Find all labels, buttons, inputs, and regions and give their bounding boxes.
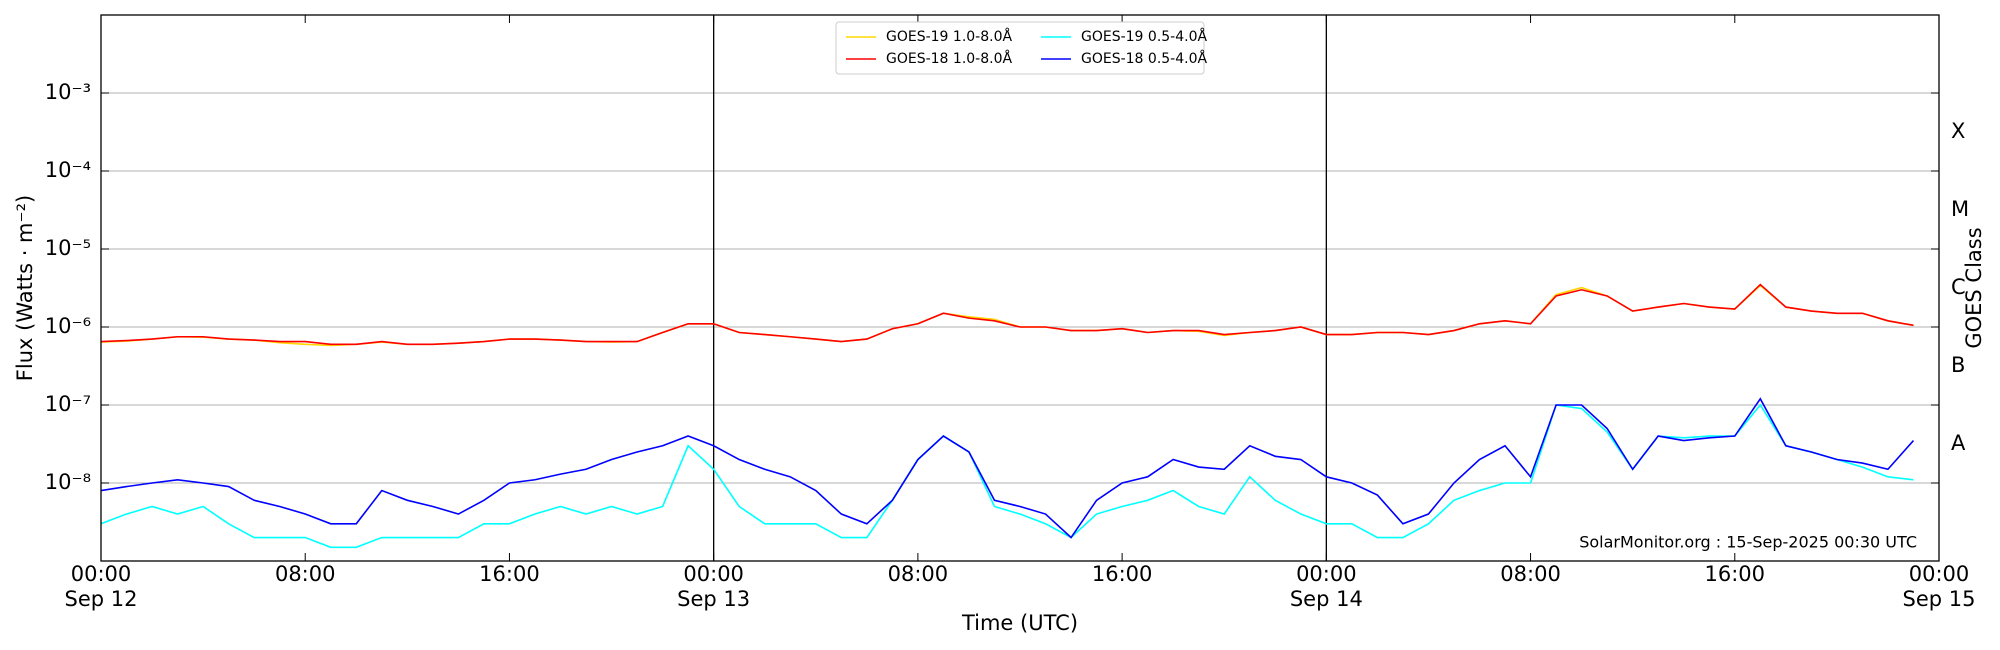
x-tick-label: 08:00 — [275, 562, 336, 586]
x-tick-label: 16:00 — [479, 562, 540, 586]
y-tick-label: 10⁻⁷ — [45, 392, 91, 416]
legend-label: GOES-19 0.5-4.0Å — [1081, 28, 1207, 45]
x-tick-label: 08:00 — [1500, 562, 1561, 586]
x-tick-label: 00:00 — [1296, 562, 1357, 586]
legend-label: GOES-18 0.5-4.0Å — [1081, 50, 1207, 67]
legend-label: GOES-19 1.0-8.0Å — [886, 28, 1012, 45]
annotation: SolarMonitor.org : 15-Sep-2025 00:30 UTC — [1579, 533, 1917, 552]
day-label: Sep 14 — [1290, 587, 1363, 611]
class-label: M — [1951, 197, 1969, 221]
plot-area — [101, 283, 1915, 549]
x-tick-label: 08:00 — [888, 562, 949, 586]
y-tick-label: 10⁻³ — [45, 80, 91, 104]
class-label: X — [1951, 119, 1965, 143]
plot-frame — [100, 14, 1940, 562]
x-axis-label: Time (UTC) — [961, 611, 1078, 635]
y-tick-label: 10⁻⁴ — [45, 158, 91, 182]
y-tick-label: 10⁻⁸ — [45, 470, 91, 494]
legend-label: GOES-18 1.0-8.0Å — [886, 50, 1012, 67]
x-tick-label: 16:00 — [1092, 562, 1153, 586]
legend-box — [835, 21, 1205, 75]
series-line — [101, 397, 1915, 539]
x-tick-label: 00:00 — [1909, 562, 1970, 586]
series-line — [101, 283, 1914, 346]
series-line — [101, 284, 1914, 347]
x-tick-label: 00:00 — [71, 562, 132, 586]
class-label: C — [1951, 275, 1966, 299]
day-label: Sep 12 — [65, 587, 138, 611]
y2-axis-label: GOES Class — [1962, 227, 1986, 348]
day-label: Sep 13 — [677, 587, 750, 611]
day-label: Sep 15 — [1903, 587, 1976, 611]
y-axis-label: Flux (Watts · m⁻²) — [13, 195, 37, 381]
series-line — [101, 403, 1914, 549]
class-label: A — [1951, 431, 1966, 455]
class-label: B — [1951, 353, 1965, 377]
y-tick-label: 10⁻⁵ — [45, 236, 91, 260]
x-tick-label: 00:00 — [683, 562, 744, 586]
y-tick-label: 10⁻⁶ — [45, 314, 91, 338]
x-tick-label: 16:00 — [1705, 562, 1766, 586]
